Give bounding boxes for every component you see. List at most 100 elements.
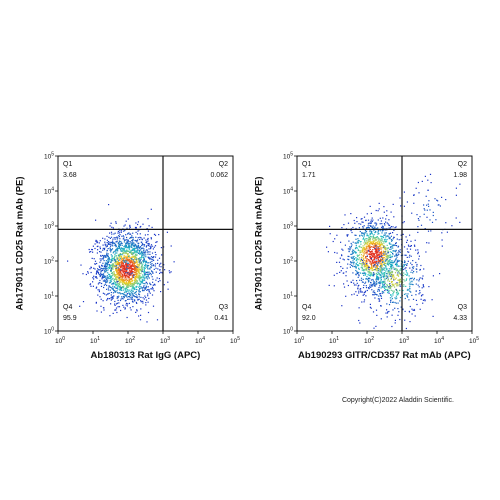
event-dot bbox=[115, 283, 117, 285]
event-dot bbox=[106, 244, 108, 246]
event-dot bbox=[369, 232, 371, 234]
event-dot bbox=[390, 239, 392, 241]
event-dot bbox=[439, 205, 441, 207]
event-dot bbox=[107, 242, 110, 244]
x-tick-label: 101 bbox=[329, 336, 339, 345]
y-tick-exponent: 1 bbox=[290, 292, 293, 298]
event-dot bbox=[111, 266, 113, 268]
event-dot bbox=[349, 249, 351, 251]
event-dot bbox=[141, 271, 143, 273]
event-dot bbox=[136, 296, 138, 298]
event-dot bbox=[125, 243, 127, 246]
event-dot bbox=[144, 234, 146, 236]
event-dot bbox=[355, 227, 357, 230]
event-dot bbox=[404, 319, 406, 321]
event-dot bbox=[367, 223, 369, 225]
event-dot bbox=[129, 274, 131, 276]
event-dot bbox=[356, 282, 358, 284]
event-dot bbox=[365, 249, 367, 251]
event-dot bbox=[118, 255, 120, 257]
y-tick-label: 105 bbox=[44, 152, 54, 161]
event-dot bbox=[376, 254, 378, 256]
event-dot bbox=[131, 268, 133, 270]
event-dot bbox=[131, 260, 133, 262]
event-dot bbox=[375, 262, 377, 264]
event-dot bbox=[143, 257, 145, 260]
event-dot bbox=[128, 275, 130, 278]
event-dot bbox=[376, 273, 379, 276]
event-dot bbox=[146, 289, 148, 291]
event-dot bbox=[144, 271, 146, 273]
event-dot bbox=[372, 291, 374, 293]
event-dot bbox=[134, 281, 136, 283]
event-dot bbox=[392, 275, 394, 277]
event-dot bbox=[110, 276, 112, 278]
event-dot bbox=[138, 271, 140, 273]
event-dot bbox=[362, 281, 364, 283]
event-dot bbox=[352, 272, 354, 274]
event-dot bbox=[380, 220, 382, 222]
event-dot bbox=[153, 256, 155, 258]
event-dot bbox=[350, 242, 352, 245]
event-dot bbox=[385, 265, 387, 267]
x-tick-exponent: 5 bbox=[476, 336, 479, 342]
event-dot bbox=[416, 263, 418, 266]
event-dot bbox=[166, 231, 168, 233]
event-dot bbox=[141, 255, 143, 257]
event-dot bbox=[146, 251, 148, 253]
event-dot bbox=[114, 303, 116, 305]
event-dot bbox=[348, 255, 350, 258]
event-dot bbox=[143, 260, 145, 262]
event-dot bbox=[110, 222, 112, 224]
event-dot bbox=[96, 310, 98, 312]
event-dot bbox=[407, 288, 409, 290]
event-dot bbox=[120, 289, 122, 291]
event-dot bbox=[116, 271, 118, 273]
event-dot bbox=[124, 255, 126, 257]
event-dot bbox=[135, 226, 137, 229]
event-dot bbox=[151, 260, 153, 262]
event-dot bbox=[105, 271, 107, 273]
event-dot bbox=[138, 267, 140, 269]
event-dot bbox=[384, 252, 386, 254]
event-dot bbox=[355, 251, 357, 253]
event-dot bbox=[384, 275, 386, 277]
event-dot bbox=[391, 260, 393, 262]
event-dot bbox=[123, 275, 125, 277]
event-dot bbox=[119, 286, 121, 288]
event-dot bbox=[133, 251, 135, 253]
event-dot bbox=[381, 244, 384, 246]
event-dot bbox=[367, 274, 369, 276]
y-tick-exponent: 0 bbox=[290, 327, 293, 333]
event-dot bbox=[114, 262, 116, 264]
event-dot bbox=[113, 266, 115, 268]
event-dot bbox=[146, 241, 148, 243]
event-dot bbox=[116, 270, 119, 272]
event-dot bbox=[399, 284, 401, 286]
event-dot bbox=[102, 262, 104, 264]
event-dot bbox=[133, 244, 136, 246]
event-dot bbox=[390, 294, 392, 296]
event-dot bbox=[369, 254, 371, 256]
event-dot bbox=[140, 277, 142, 279]
event-dot bbox=[124, 279, 126, 281]
event-dot bbox=[103, 284, 105, 286]
event-dot bbox=[131, 253, 133, 255]
event-dot bbox=[391, 296, 393, 298]
event-dot bbox=[356, 261, 358, 263]
event-dot bbox=[87, 271, 89, 273]
event-dot bbox=[140, 296, 142, 298]
event-dot bbox=[382, 272, 384, 274]
event-dot bbox=[152, 278, 154, 280]
event-dot bbox=[148, 290, 150, 292]
event-dot bbox=[139, 288, 141, 290]
event-dot bbox=[127, 260, 129, 262]
event-dot bbox=[381, 290, 383, 293]
event-dot bbox=[115, 303, 118, 305]
quadrant-name: Q3 bbox=[458, 304, 467, 311]
event-dot bbox=[388, 238, 390, 240]
event-dot bbox=[416, 303, 418, 306]
event-dot bbox=[154, 245, 157, 247]
event-dot bbox=[371, 255, 373, 257]
event-dot bbox=[382, 284, 384, 286]
